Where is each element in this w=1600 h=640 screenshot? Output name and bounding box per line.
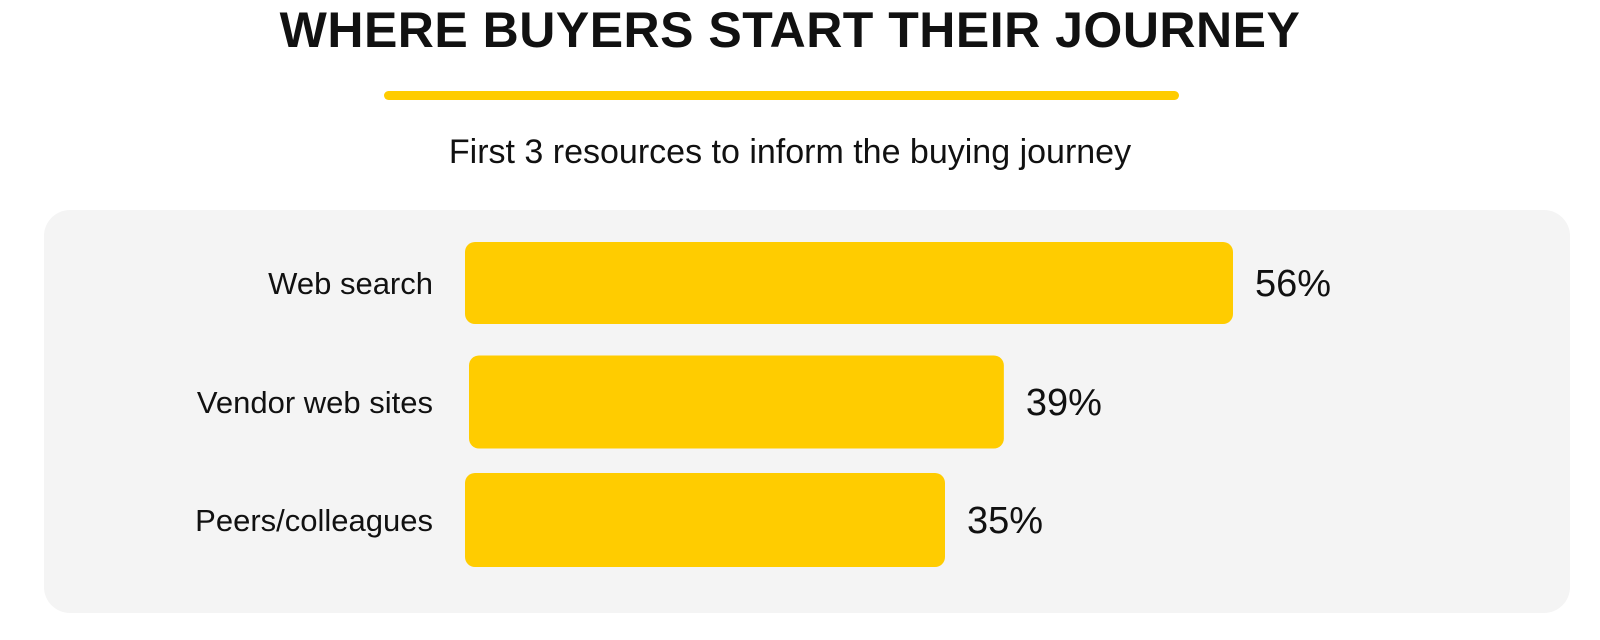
category-label: Web search: [268, 266, 433, 301]
category-label: Peers/colleagues: [195, 503, 433, 538]
chart-title: WHERE BUYERS START THEIR JOURNEY: [279, 2, 1301, 58]
category-label: Vendor web sites: [197, 385, 433, 420]
bar-vendor-web-sites: [469, 355, 1004, 449]
chart-subtitle: First 3 resources to inform the buying j…: [448, 133, 1132, 171]
value-label: 35%: [967, 500, 1043, 542]
title-underline: [384, 91, 1179, 100]
bar-peers-colleagues: [465, 473, 945, 567]
value-label: 39%: [1026, 382, 1102, 424]
value-label: 56%: [1255, 263, 1331, 305]
bar-web-search: [465, 242, 1233, 324]
